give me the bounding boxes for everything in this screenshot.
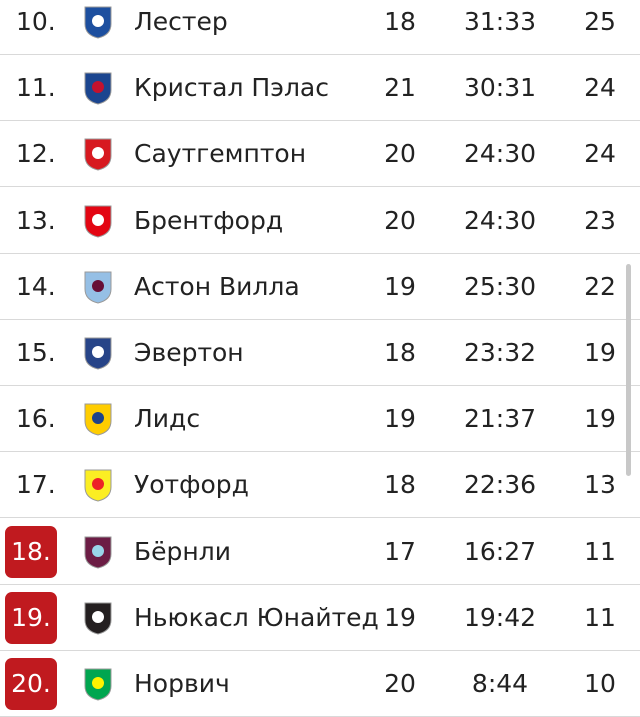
table-row: 20. Норвич 20 8:44 10 bbox=[0, 651, 640, 717]
team-name: Брентфорд bbox=[134, 205, 284, 235]
goals: 24:30 bbox=[463, 139, 537, 169]
position: 19. bbox=[5, 591, 57, 644]
table-row: 15. Эвертон 18 23:32 19 bbox=[0, 320, 640, 386]
scrollbar bbox=[626, 264, 631, 476]
position: 10. bbox=[16, 7, 56, 36]
position: 18. bbox=[5, 525, 57, 578]
position: 11. bbox=[16, 73, 56, 103]
team-name: Бёрнли bbox=[134, 536, 231, 566]
table-row: 18. Бёрнли 17 16:27 11 bbox=[0, 519, 640, 585]
team-logo bbox=[84, 469, 112, 502]
table-row: 14. Астон Вилла 19 25:30 22 bbox=[0, 254, 640, 320]
team-name: Саутгемптон bbox=[134, 139, 307, 169]
team-name: Астон Вилла bbox=[134, 271, 300, 301]
points: 23 bbox=[584, 205, 616, 235]
goals: 16:27 bbox=[463, 536, 537, 566]
position: 20. bbox=[5, 658, 57, 710]
team-name: Норвич bbox=[134, 669, 230, 698]
games-played: 20 bbox=[384, 669, 416, 698]
team-logo bbox=[84, 138, 112, 171]
team-name: Лидс bbox=[134, 404, 201, 434]
position: 17. bbox=[16, 470, 56, 500]
position: 13. bbox=[16, 205, 56, 235]
position: 14. bbox=[16, 271, 56, 301]
table-row: 16. Лидс 19 21:37 19 bbox=[0, 386, 640, 453]
points: 22 bbox=[584, 271, 616, 301]
games-played: 21 bbox=[384, 73, 416, 103]
games-played: 18 bbox=[384, 338, 416, 367]
goals: 8:44 bbox=[471, 669, 529, 698]
points: 19 bbox=[584, 404, 616, 434]
points: 11 bbox=[584, 536, 616, 566]
goals: 19:42 bbox=[463, 602, 537, 632]
team-name: Эвертон bbox=[134, 338, 244, 367]
position: 15. bbox=[16, 338, 56, 367]
team-logo bbox=[84, 403, 112, 436]
games-played: 19 bbox=[384, 602, 416, 632]
team-logo bbox=[84, 271, 112, 304]
goals: 24:30 bbox=[463, 205, 537, 235]
points: 24 bbox=[584, 139, 616, 169]
position: 12. bbox=[16, 139, 56, 169]
team-logo bbox=[84, 668, 112, 701]
table-row: 13. Брентфорд 20 24:30 23 bbox=[0, 188, 640, 254]
points: 24 bbox=[584, 73, 616, 103]
table-row: 12. Саутгемптон 20 24:30 24 bbox=[0, 121, 640, 188]
games-played: 18 bbox=[384, 7, 416, 36]
goals: 23:32 bbox=[463, 338, 537, 367]
position: 16. bbox=[16, 404, 56, 434]
team-name: Уотфорд bbox=[134, 470, 249, 500]
team-logo bbox=[84, 6, 112, 39]
team-name: Ньюкасл Юнайтед bbox=[134, 602, 379, 632]
goals: 21:37 bbox=[463, 404, 537, 434]
points: 25 bbox=[584, 7, 616, 36]
points: 10 bbox=[584, 669, 616, 698]
team-name: Лестер bbox=[134, 7, 228, 36]
games-played: 19 bbox=[384, 404, 416, 434]
team-logo bbox=[84, 536, 112, 569]
points: 19 bbox=[584, 338, 616, 367]
table-row: 11. Кристал Пэлас 21 30:31 24 bbox=[0, 55, 640, 122]
table-row: 19. Ньюкасл Юнайтед 19 19:42 11 bbox=[0, 585, 640, 651]
team-name: Кристал Пэлас bbox=[134, 73, 329, 103]
goals: 22:36 bbox=[463, 470, 537, 500]
points: 13 bbox=[584, 470, 616, 500]
games-played: 19 bbox=[384, 271, 416, 301]
team-logo bbox=[84, 72, 112, 105]
games-played: 18 bbox=[384, 470, 416, 500]
games-played: 20 bbox=[384, 139, 416, 169]
points: 11 bbox=[584, 602, 616, 632]
games-played: 17 bbox=[384, 536, 416, 566]
team-logo bbox=[84, 205, 112, 238]
goals: 31:33 bbox=[463, 7, 537, 36]
team-logo bbox=[84, 602, 112, 635]
games-played: 20 bbox=[384, 205, 416, 235]
table-row: 17. Уотфорд 18 22:36 13 bbox=[0, 452, 640, 519]
goals: 25:30 bbox=[463, 271, 537, 301]
team-logo bbox=[84, 337, 112, 370]
table-row: 10. Лестер 18 31:33 25 bbox=[0, 0, 640, 55]
goals: 30:31 bbox=[463, 73, 537, 103]
